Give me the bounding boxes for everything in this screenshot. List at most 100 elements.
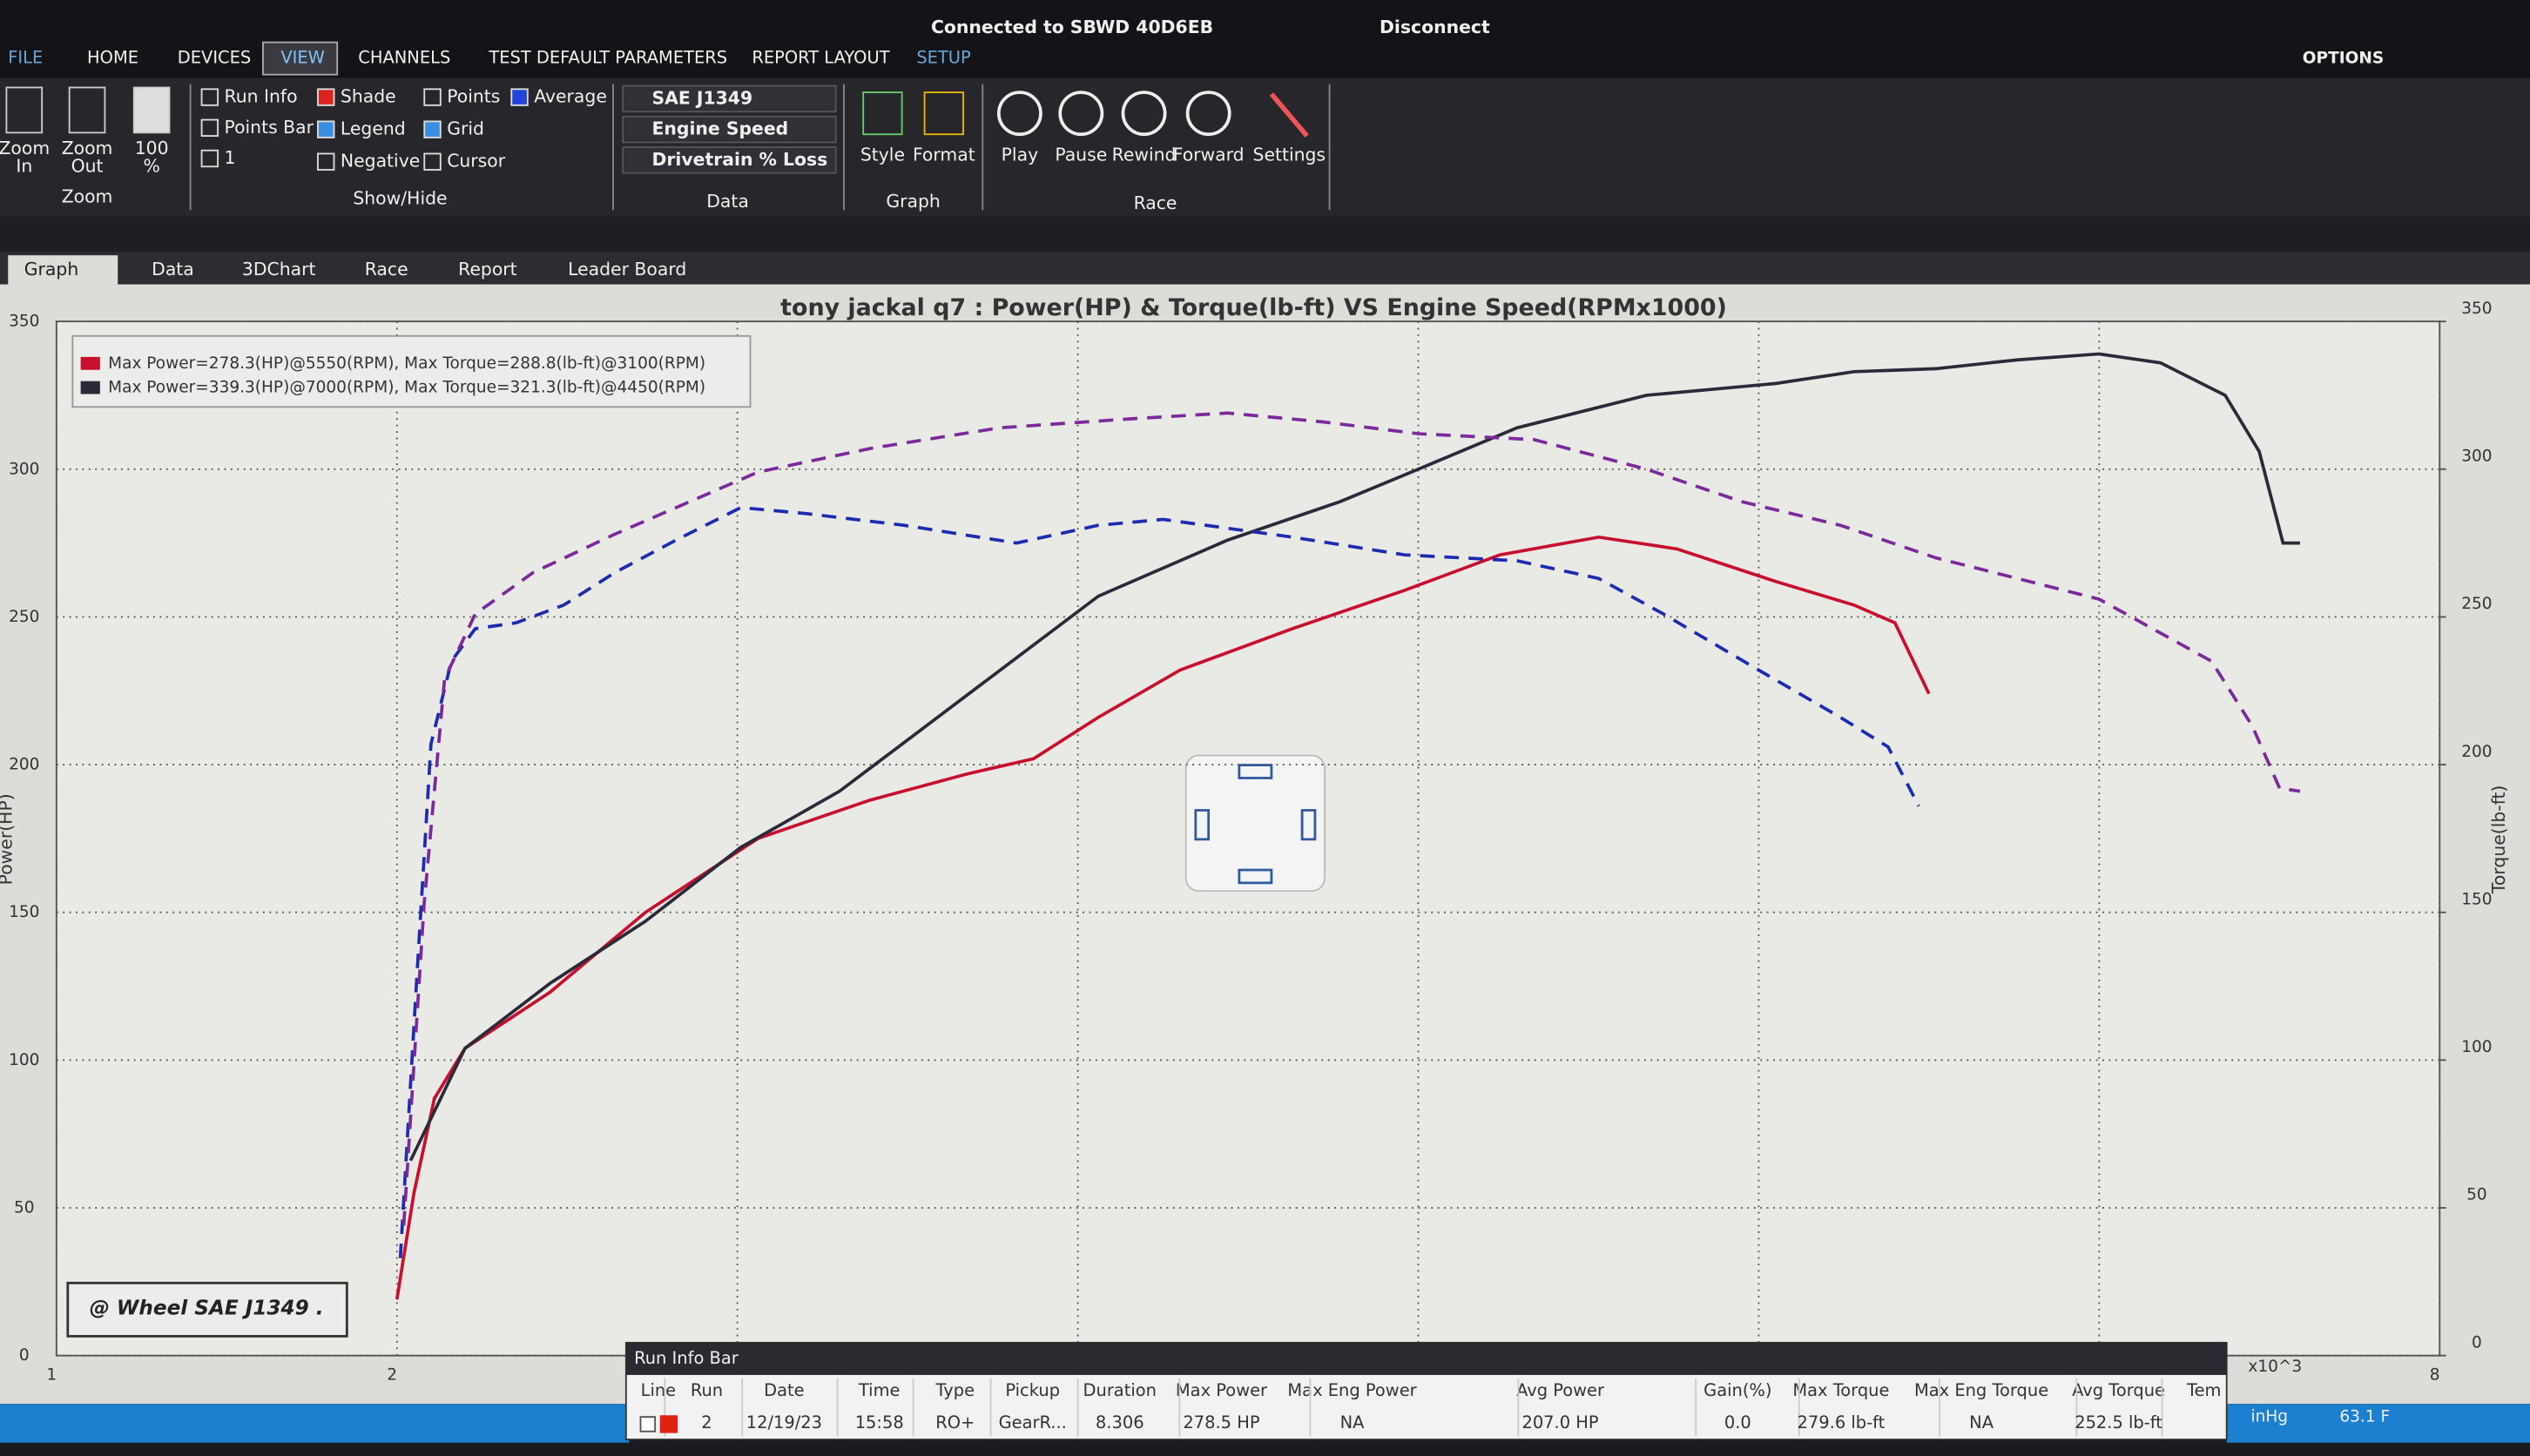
row-cell: 278.5 HP [1183, 1412, 1259, 1432]
race-icon[interactable] [1058, 91, 1104, 137]
active-menu-tab [262, 41, 339, 76]
menu-tab[interactable]: SETUP [916, 48, 971, 68]
pan-left[interactable] [1194, 809, 1211, 841]
show-hide-option[interactable]: Points Bar [225, 117, 314, 138]
checkbox[interactable] [200, 149, 219, 168]
zoom-button[interactable]: In [16, 155, 32, 176]
race-button[interactable]: Forward [1173, 144, 1245, 165]
menu-tab[interactable]: REPORT LAYOUT [752, 48, 889, 68]
show-hide-option[interactable]: Negative [341, 151, 420, 172]
doc-tab[interactable]: Data [152, 259, 194, 280]
column-header[interactable]: Max Torque [1792, 1380, 1889, 1400]
graph-button[interactable]: Format [913, 144, 975, 165]
checkbox[interactable] [423, 120, 442, 138]
checkbox[interactable] [317, 88, 335, 106]
show-hide-option[interactable]: Run Info [225, 86, 298, 107]
doc-tab[interactable]: Graph [24, 259, 78, 280]
zoom-button[interactable]: 100 [135, 138, 169, 158]
zoom-button[interactable]: Out [71, 155, 104, 176]
y2-axis-label: Torque(lb-ft) [2488, 785, 2509, 894]
show-hide-option[interactable]: Cursor [447, 151, 506, 172]
row-cell: RO+ [935, 1412, 975, 1432]
dropdown[interactable] [622, 84, 837, 113]
y-tick-label: 350 [9, 313, 39, 331]
column-header[interactable]: Max Eng Power [1287, 1380, 1416, 1400]
pan-up[interactable] [1238, 764, 1273, 779]
menu-tab[interactable]: FILE [8, 48, 43, 68]
checkbox[interactable] [510, 88, 529, 106]
column-header[interactable]: Avg Power [1516, 1380, 1604, 1400]
dropdown[interactable] [622, 146, 837, 174]
column-header[interactable]: Line [641, 1380, 677, 1400]
series-line [401, 411, 2301, 1226]
group-label: Zoom [62, 185, 113, 206]
series-line [398, 505, 1920, 1258]
checkbox[interactable] [200, 118, 219, 137]
series-line [408, 352, 2300, 1162]
menu-tab[interactable]: CHANNELS [358, 48, 450, 68]
x-tick-label: 8 [2430, 1365, 2440, 1384]
race-button[interactable]: Pause [1055, 144, 1107, 165]
checkbox[interactable] [423, 152, 442, 171]
doc-tab[interactable]: 3DChart [242, 259, 316, 280]
column-header[interactable]: Avg Torque [2072, 1380, 2165, 1400]
settings-icon [1269, 92, 1309, 138]
race-button[interactable]: Play [1002, 144, 1038, 165]
title-bar [0, 0, 2530, 78]
column-header[interactable]: Run [691, 1380, 723, 1400]
show-hide-option[interactable]: Grid [447, 118, 484, 139]
options-menu[interactable]: OPTIONS [2303, 50, 2384, 68]
zoom-button[interactable]: % [143, 155, 159, 176]
zoom-button[interactable]: Zoom [0, 138, 50, 158]
column-header[interactable]: Time [858, 1380, 901, 1400]
menu-tab[interactable]: HOME [87, 48, 138, 68]
disconnect-button[interactable]: Disconnect [1380, 17, 1490, 37]
show-hide-option[interactable]: Legend [341, 118, 406, 139]
menu-tab[interactable]: VIEW [280, 48, 325, 68]
column-header[interactable]: Max Eng Torque [1914, 1380, 2048, 1400]
group-label: Show/Hide [353, 187, 447, 208]
y2-tick-label: 300 [2461, 447, 2492, 465]
group-label: Data [706, 191, 749, 212]
column-header[interactable]: Date [764, 1380, 804, 1400]
menu-tab[interactable]: TEST DEFAULT PARAMETERS [488, 48, 727, 68]
dropdown[interactable] [622, 115, 837, 144]
race-button[interactable]: Rewind [1112, 144, 1177, 165]
menu-tab[interactable]: DEVICES [178, 48, 251, 68]
show-hide-option[interactable]: Shade [341, 86, 396, 107]
race-icon[interactable] [1121, 91, 1167, 137]
row-cell: 279.6 lb-ft [1798, 1412, 1886, 1432]
settings-button[interactable]: Settings [1253, 144, 1326, 165]
column-header[interactable]: Max Power [1176, 1380, 1267, 1400]
show-hide-option[interactable]: Points [447, 86, 500, 107]
pan-right[interactable] [1300, 809, 1317, 841]
ribbon [0, 78, 2530, 217]
doc-tab[interactable]: Leader Board [568, 259, 686, 280]
column-header[interactable]: Tem [2186, 1380, 2221, 1400]
checkbox[interactable] [423, 88, 442, 106]
column-header[interactable]: Gain(%) [1704, 1380, 1771, 1400]
checkbox[interactable] [317, 120, 335, 138]
row-cell: 15:58 [855, 1412, 904, 1432]
race-icon[interactable] [1185, 91, 1231, 137]
show-hide-option[interactable]: Average [534, 86, 607, 107]
column-header[interactable]: Type [934, 1380, 975, 1400]
y2-tick-label: 200 [2461, 743, 2492, 761]
doc-tab[interactable]: Race [365, 259, 408, 280]
doc-tab[interactable]: Report [458, 259, 517, 280]
y-tick-label: 50 [14, 1199, 35, 1217]
checkbox[interactable] [317, 152, 335, 171]
pan-pad [1184, 754, 1326, 893]
checkbox[interactable] [200, 88, 219, 106]
legend-swatch [80, 381, 100, 394]
dropdown-value: SAE J1349 [651, 87, 752, 108]
race-icon[interactable] [996, 91, 1042, 137]
pan-down[interactable] [1238, 868, 1273, 885]
column-header[interactable]: Duration [1083, 1380, 1157, 1400]
show-hide-option[interactable]: 1 [225, 147, 236, 168]
dropdown-value: Drivetrain % Loss [651, 149, 827, 170]
zoom-button[interactable]: Zoom [62, 138, 113, 158]
row-checkbox[interactable] [639, 1416, 657, 1432]
column-header[interactable]: Pickup [1005, 1380, 1060, 1400]
graph-button[interactable]: Style [860, 144, 905, 165]
